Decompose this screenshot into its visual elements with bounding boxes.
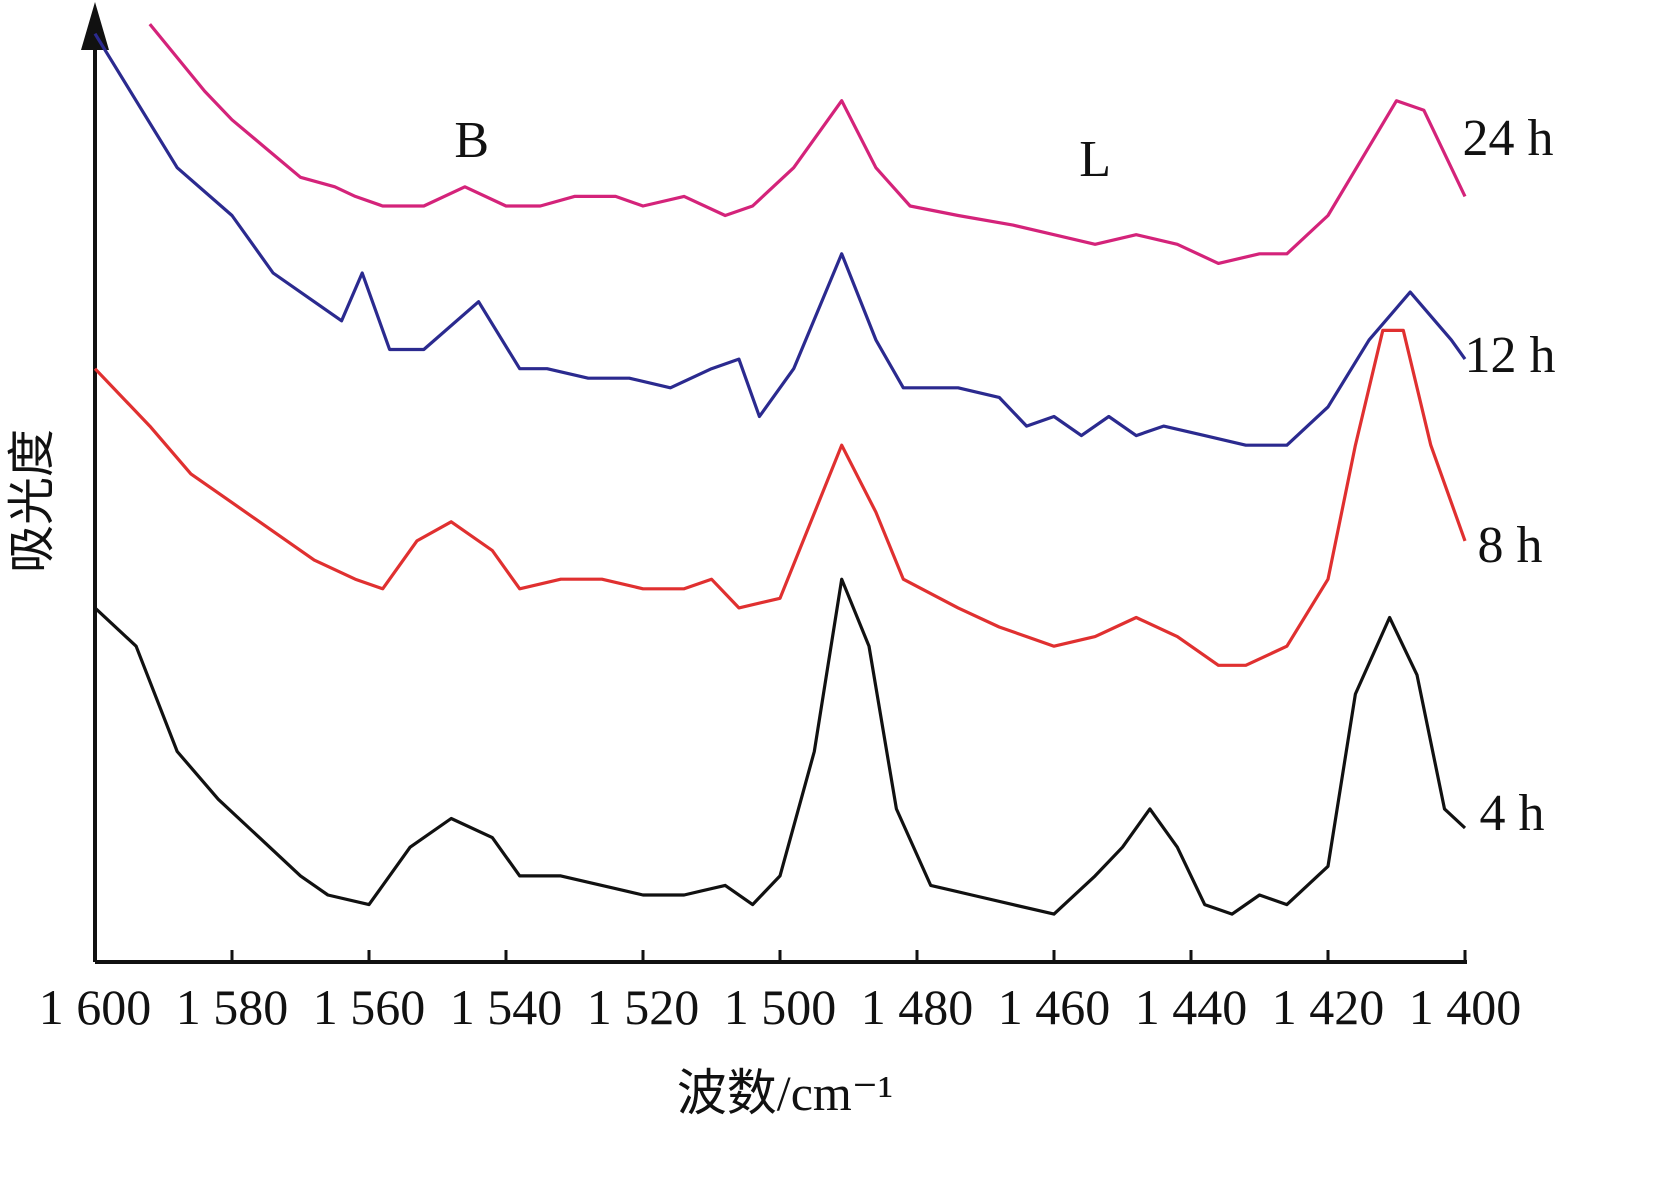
series-line-4h [93, 577, 1467, 916]
series-group [93, 23, 1467, 916]
series-labels: 24 h 12 h 8 h 4 h [1463, 110, 1556, 842]
series-label: 12 h [1465, 327, 1556, 384]
series-label: 8 h [1478, 517, 1543, 574]
x-tick-label: 1 440 [1135, 979, 1248, 1035]
x-ticks: 1 600 1 580 1 560 1 540 1 520 1 500 1 480 1 460… [39, 950, 1522, 1035]
x-tick-label: 1 480 [861, 979, 974, 1035]
x-tick-label: 1 500 [724, 979, 837, 1035]
annotation-label: L [1079, 131, 1111, 188]
x-tick-label: 1 400 [1409, 979, 1522, 1035]
series-line-12h [93, 32, 1467, 447]
x-tick-label: 1 560 [313, 979, 426, 1035]
series-line-8h [93, 328, 1467, 667]
y-axis-arrow-icon [81, 2, 109, 50]
x-tick-label: 1 580 [176, 979, 289, 1035]
series-label: 4 h [1480, 785, 1545, 842]
y-axis-title: 吸光度 [6, 429, 59, 573]
axes [81, 2, 1467, 964]
x-tick-label: 1 600 [39, 979, 152, 1035]
x-tick-label: 1 420 [1272, 979, 1385, 1035]
x-tick-label: 1 460 [998, 979, 1111, 1035]
annotation-label: B [454, 112, 489, 169]
series-line-24h [148, 23, 1467, 265]
x-axis-title: 波数/cm⁻¹ [677, 1065, 893, 1121]
x-tick-label: 1 540 [450, 979, 563, 1035]
series-label: 24 h [1463, 110, 1554, 167]
x-tick-label: 1 520 [587, 979, 700, 1035]
